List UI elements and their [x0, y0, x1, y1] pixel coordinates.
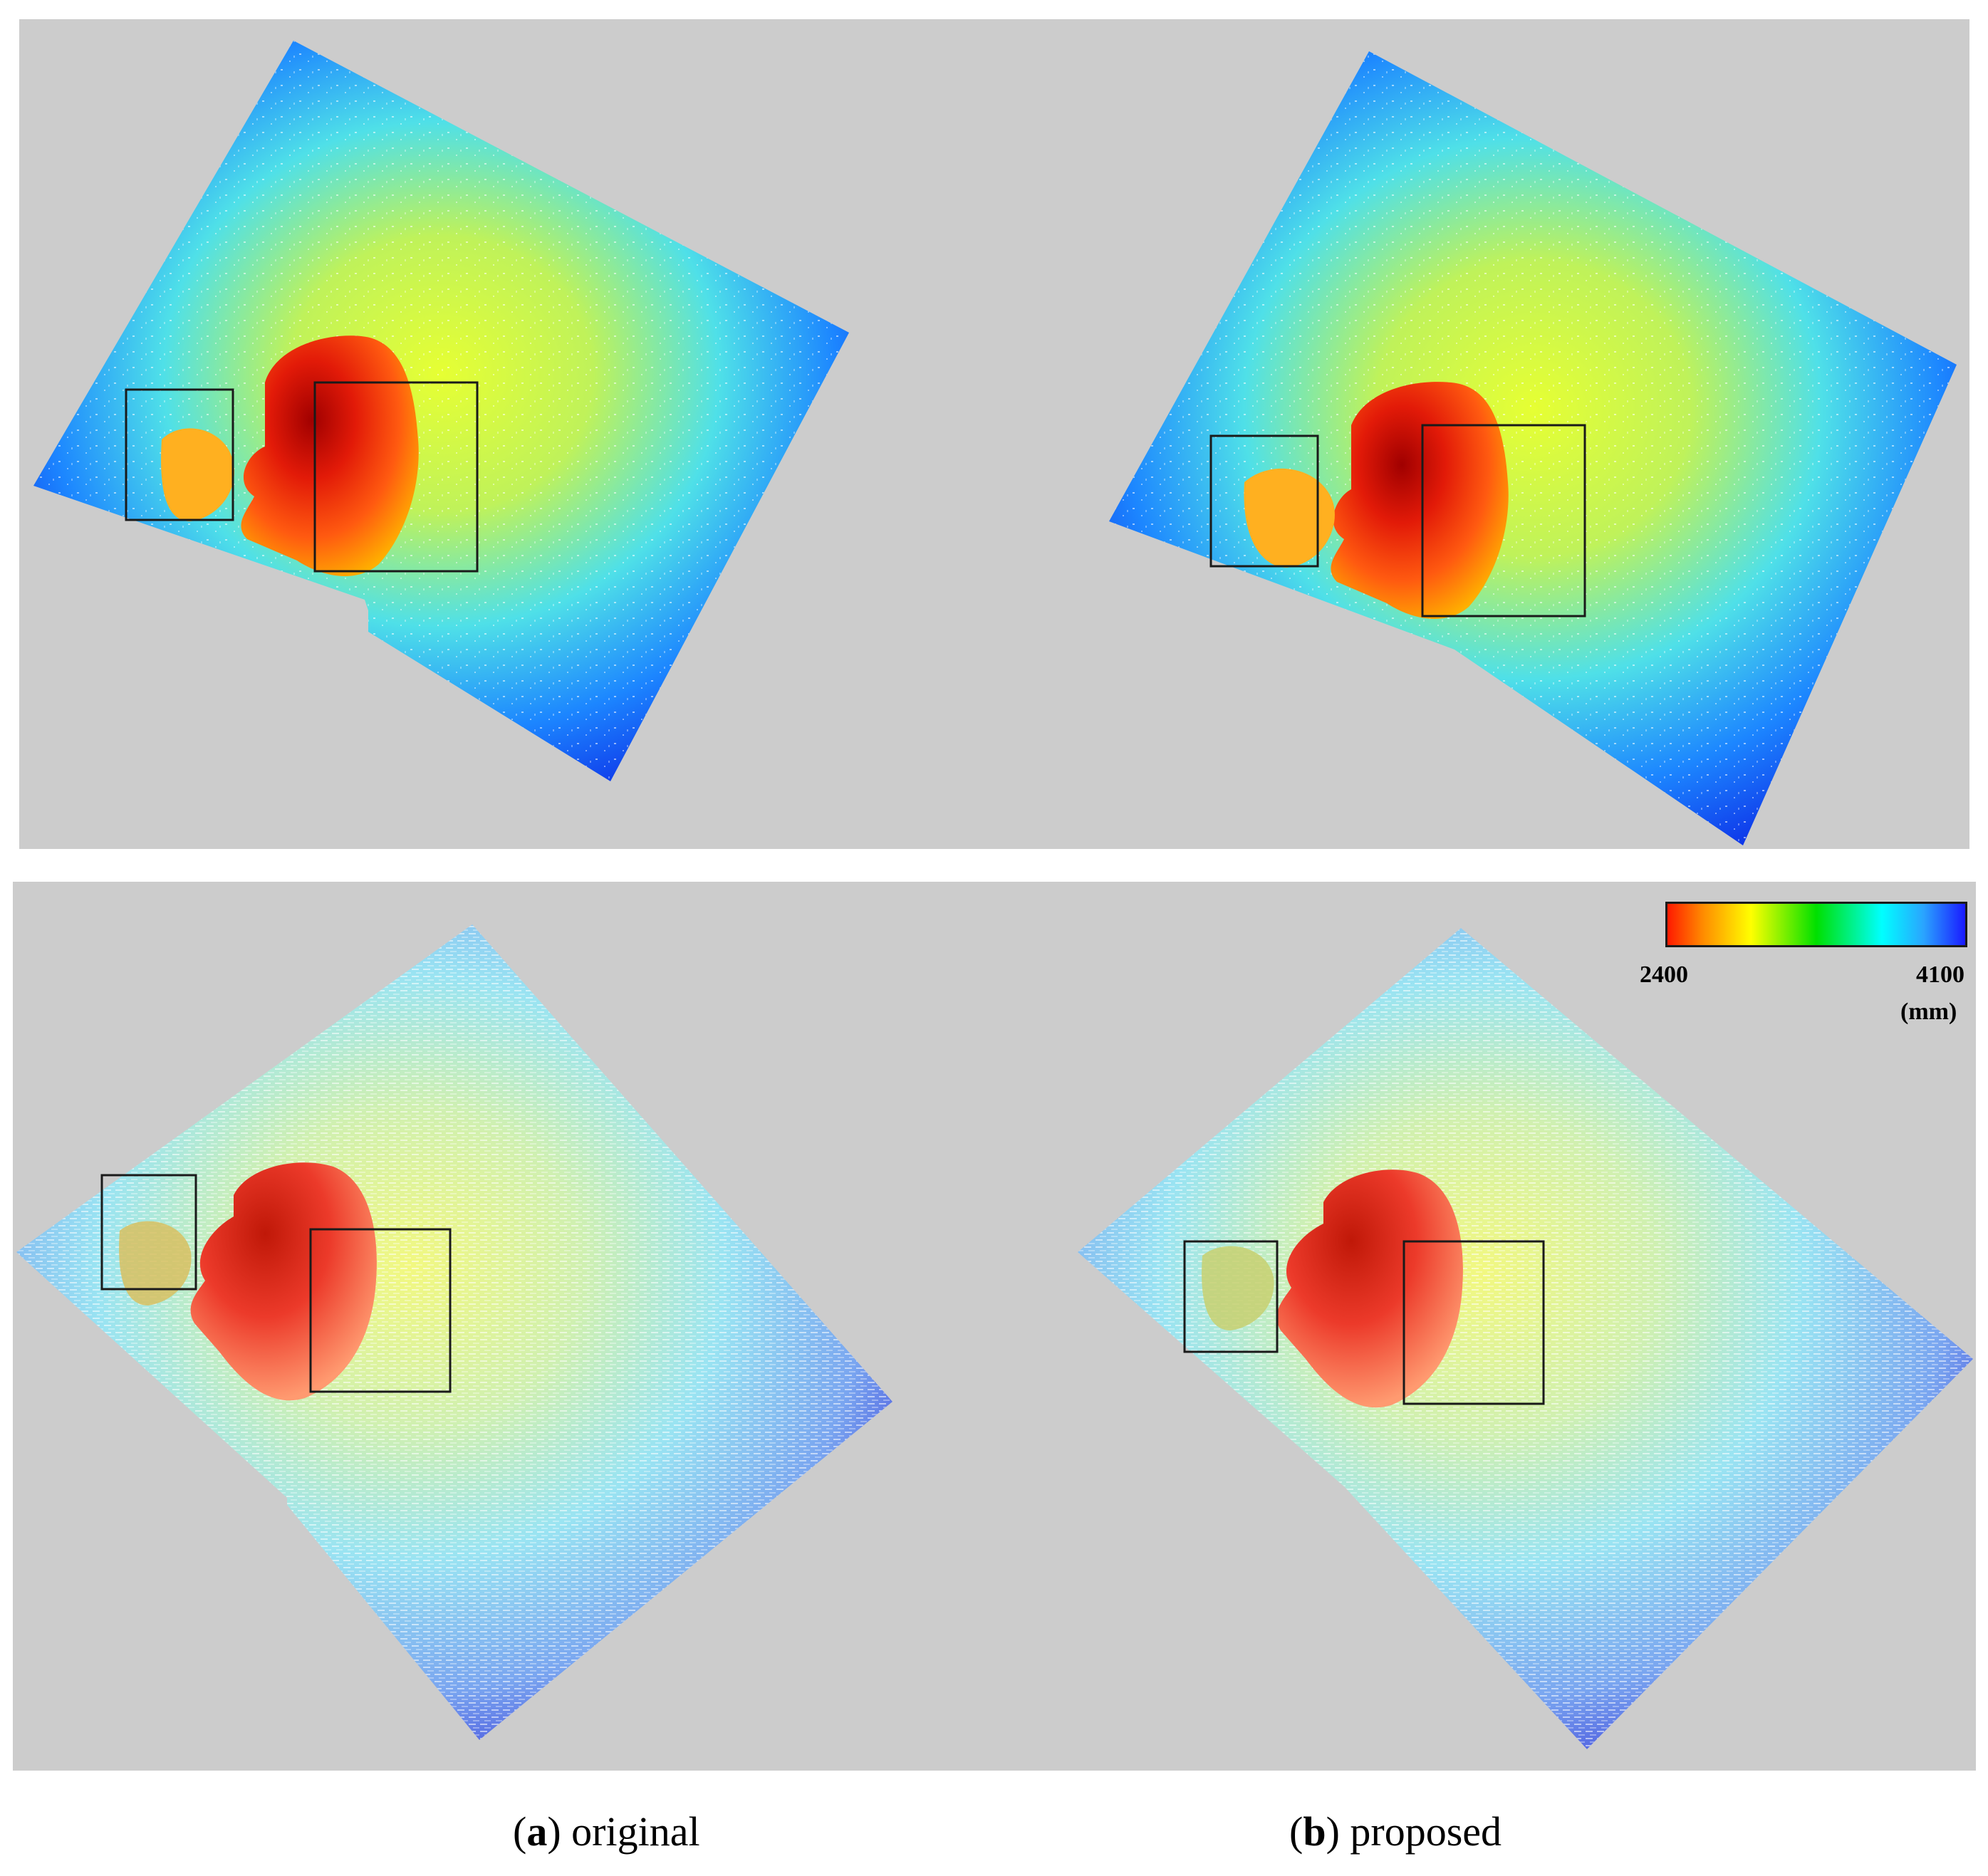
- caption-b-letter: b: [1303, 1808, 1326, 1855]
- colorbar-max-label: 4100: [1916, 962, 1964, 988]
- pointcloud-original: [16, 924, 892, 1740]
- depth-colorbar: [1665, 902, 1967, 947]
- pointcloud-proposed: [1078, 928, 1973, 1749]
- detail-box-large: [313, 381, 479, 573]
- caption-a-text: original: [571, 1808, 700, 1855]
- detail-box-small: [125, 388, 234, 521]
- bottom-pointcloud-views: [16, 924, 1973, 1749]
- depth-map-original-dense: [33, 41, 849, 781]
- top-depth-views: [33, 41, 1957, 845]
- detail-box-small: [100, 1174, 197, 1291]
- depth-map-proposed-dense: [1109, 51, 1957, 845]
- detail-box-small: [1209, 434, 1319, 568]
- colorbar-min-label: 2400: [1640, 962, 1688, 988]
- detail-box-small: [1183, 1240, 1279, 1353]
- detail-box-large: [1421, 424, 1586, 617]
- caption-b-text: proposed: [1350, 1808, 1502, 1855]
- detail-box-large: [1402, 1240, 1545, 1405]
- caption-a-letter: a: [526, 1808, 548, 1855]
- colorbar-unit-label: (mm): [1900, 999, 1957, 1025]
- top-depth-panel: [19, 19, 1969, 849]
- bottom-pointcloud-panel: 2400 4100 (mm): [13, 882, 1976, 1771]
- caption-a: (a) original: [513, 1808, 700, 1855]
- detail-box-large: [309, 1228, 452, 1393]
- caption-b: (b) proposed: [1289, 1808, 1502, 1855]
